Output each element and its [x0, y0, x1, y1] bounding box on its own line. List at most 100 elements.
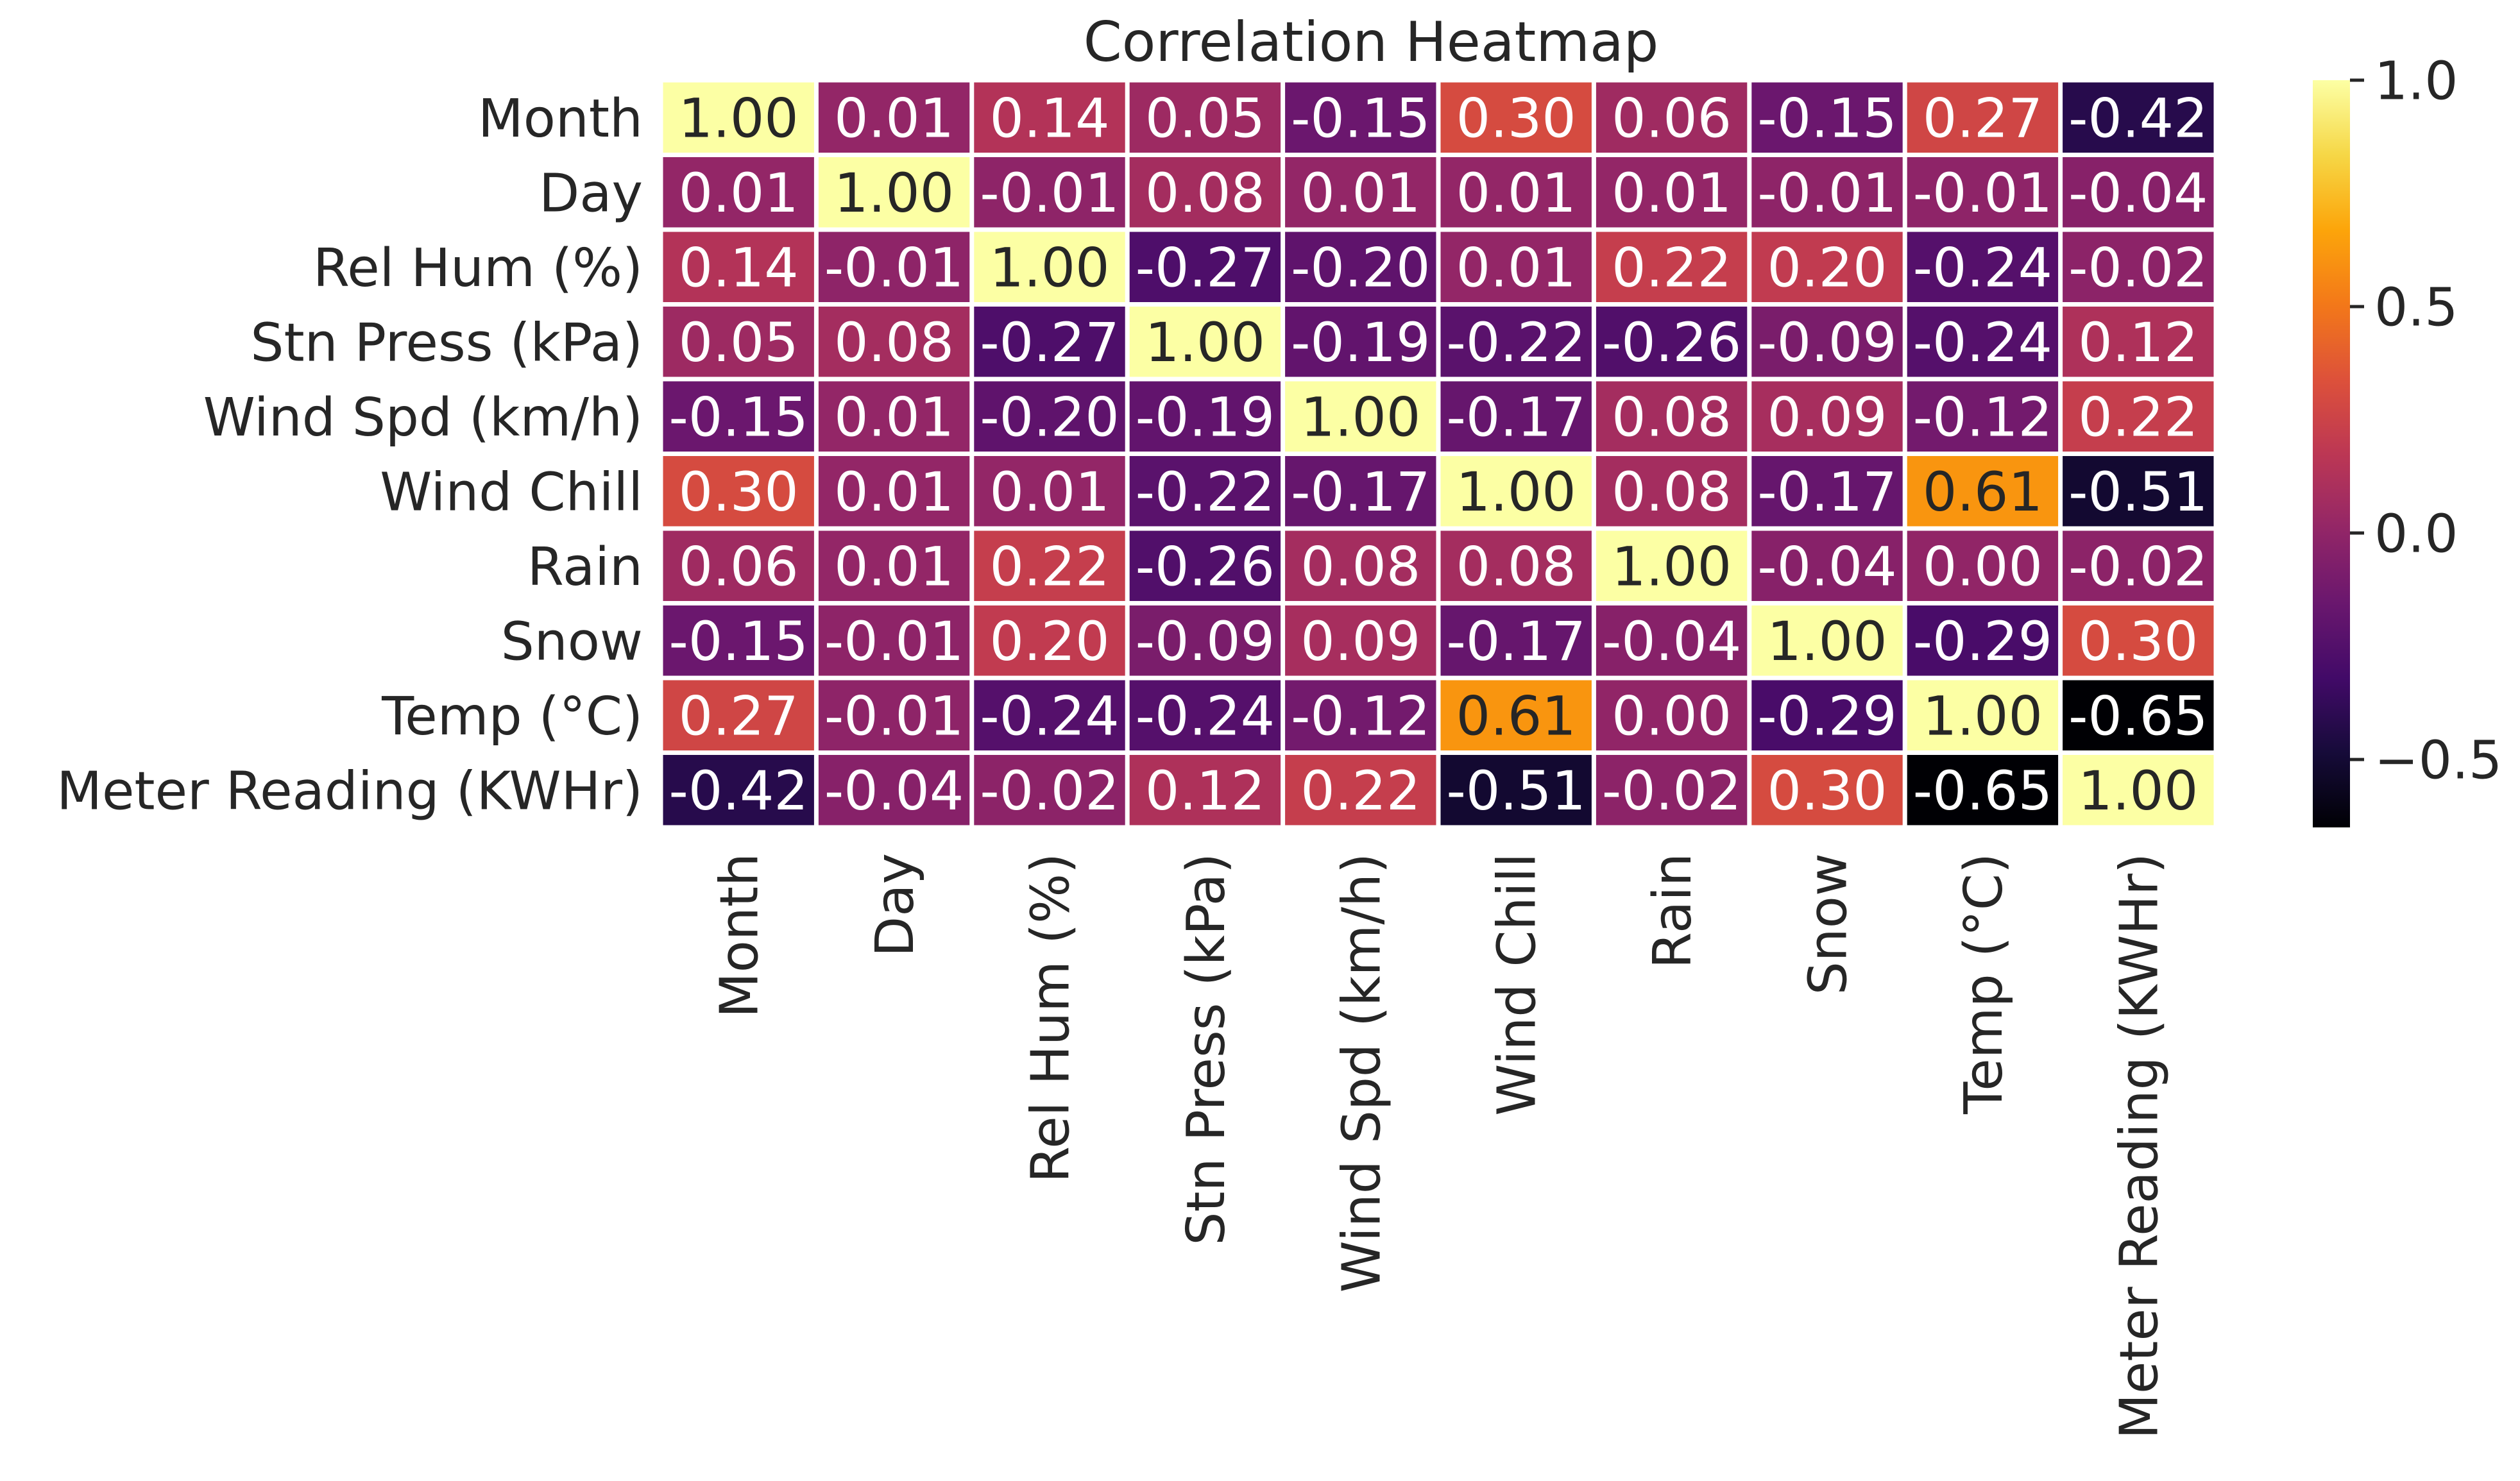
- column-label: Snow: [1798, 853, 1859, 995]
- heatmap-cell: [1129, 381, 1281, 452]
- heatmap-cell: [1129, 82, 1281, 153]
- cell-value-label: -0.22: [1136, 461, 1275, 523]
- heatmap-cell: [818, 456, 970, 527]
- heatmap-cell: [2063, 680, 2214, 750]
- heatmap-cell: [1907, 157, 2059, 228]
- heatmap-cell: [1596, 381, 1748, 452]
- cell-value-label: 0.09: [1767, 385, 1887, 448]
- cell-value-label: -0.02: [2068, 236, 2208, 299]
- heatmap-cell: [1751, 381, 1903, 452]
- row-labels: Month Day Rel Hum (%) Stn Press (kPa) Wind S…: [56, 89, 643, 822]
- cell-value-label: 1.00: [1145, 311, 1265, 374]
- cell-value-label: 0.22: [2078, 385, 2198, 448]
- heatmap-cell: [1440, 82, 1592, 153]
- row-label: Meter Reading (KWHr): [56, 761, 643, 822]
- heatmap-cell: [1751, 82, 1903, 153]
- heatmap-cell: [1129, 605, 1281, 676]
- heatmap-cell: [1129, 157, 1281, 228]
- cell-value-label: 1.00: [1923, 684, 2043, 747]
- row-label: Stn Press (kPa): [250, 312, 643, 373]
- cell-value-label: -0.27: [1136, 236, 1275, 299]
- heatmap-cell: [2063, 456, 2214, 527]
- cell-value-label: -0.15: [669, 385, 808, 448]
- cell-value-label: 0.08: [1300, 535, 1420, 598]
- heatmap-cell: [663, 307, 814, 377]
- heatmap-cell: [663, 605, 814, 676]
- cell-value-label: 0.06: [679, 535, 799, 598]
- column-label: Rain: [1642, 853, 1703, 969]
- heatmap-cell: [818, 605, 970, 676]
- cell-value-label: 0.01: [834, 535, 954, 598]
- colorbar-tick-label: 0.0: [2374, 504, 2458, 565]
- cell-value-label: -0.24: [1913, 311, 2052, 374]
- heatmap-cell: [1440, 605, 1592, 676]
- cell-value-label: -0.15: [669, 610, 808, 673]
- heatmap-cell: [818, 232, 970, 302]
- cell-value-label: 0.14: [679, 236, 799, 299]
- heatmap-cell: [1285, 157, 1436, 228]
- cell-value-label: 0.30: [679, 461, 799, 523]
- cell-value-label: 0.20: [989, 610, 1109, 673]
- row-label: Temp (°C): [381, 686, 643, 747]
- cell-value-label: 0.01: [834, 461, 954, 523]
- heatmap-cell: [2063, 307, 2214, 377]
- cell-value-label: -0.17: [1757, 461, 1896, 523]
- cell-value-label: 0.08: [1612, 461, 1732, 523]
- heatmap-cell: [1440, 232, 1592, 302]
- cell-value-label: -0.26: [1136, 535, 1275, 598]
- column-label: Wind Chill: [1487, 853, 1548, 1116]
- heatmap-cell: [1129, 755, 1281, 825]
- cell-value-label: -0.42: [2068, 87, 2208, 149]
- column-label: Rel Hum (%): [1021, 853, 1082, 1183]
- heatmap-cell: [818, 680, 970, 750]
- cell-value-label: -0.02: [2068, 535, 2208, 598]
- heatmap-cell: [1907, 530, 2059, 601]
- heatmap-cell: [1596, 680, 1748, 750]
- cell-value-label: 0.09: [1300, 610, 1420, 673]
- heatmap-cell: [1907, 307, 2059, 377]
- cell-value-label: -0.12: [1291, 684, 1430, 747]
- heatmap-cell: [663, 530, 814, 601]
- cell-value-label: 0.61: [1923, 461, 2043, 523]
- heatmap-cell: [1440, 755, 1592, 825]
- cell-value-label: 0.01: [834, 87, 954, 149]
- cell-value-label: 0.30: [2078, 610, 2198, 673]
- heatmap-cell: [1751, 307, 1903, 377]
- heatmap-cell: [1285, 307, 1436, 377]
- heatmap-cell: [1285, 755, 1436, 825]
- cell-value-label: -0.24: [1136, 684, 1275, 747]
- cell-value-label: -0.17: [1447, 610, 1586, 673]
- cell-value-label: 0.14: [989, 87, 1109, 149]
- cell-value-label: -0.20: [1291, 236, 1430, 299]
- heatmap-cell: [974, 232, 1125, 302]
- heatmap-cell: [1596, 232, 1748, 302]
- cell-value-label: -0.29: [1757, 684, 1896, 747]
- cell-value-label: 0.01: [834, 385, 954, 448]
- heatmap-cell: [2063, 530, 2214, 601]
- heatmap-cell: [2063, 82, 2214, 153]
- cell-value-label: -0.51: [1447, 759, 1586, 822]
- row-label: Day: [539, 163, 643, 224]
- heatmap-cell: [1285, 605, 1436, 676]
- heatmap-cell: [1596, 755, 1748, 825]
- cell-value-label: 1.00: [1300, 385, 1420, 448]
- heatmap-cell: [2063, 232, 2214, 302]
- heatmap-cell: [1907, 755, 2059, 825]
- row-label: Wind Chill: [380, 462, 643, 523]
- cell-value-label: 0.08: [834, 311, 954, 374]
- cell-value-label: -0.15: [1291, 87, 1430, 149]
- chart-title: Correlation Heatmap: [1084, 10, 1659, 74]
- heatmap-cell: [818, 157, 970, 228]
- cell-value-label: 0.12: [1145, 759, 1265, 822]
- cell-value-label: -0.01: [1757, 162, 1896, 224]
- cell-value-label: 0.27: [1923, 87, 2043, 149]
- cell-value-label: -0.29: [1913, 610, 2052, 673]
- cell-value-label: -0.24: [1913, 236, 2052, 299]
- cell-value-label: 0.30: [1456, 87, 1576, 149]
- column-label: Day: [865, 853, 926, 957]
- cell-value-label: -0.26: [1602, 311, 1741, 374]
- heatmap-cell: [1751, 232, 1903, 302]
- cell-value-label: 0.22: [1300, 759, 1420, 822]
- cell-value-label: 0.00: [1923, 535, 2043, 598]
